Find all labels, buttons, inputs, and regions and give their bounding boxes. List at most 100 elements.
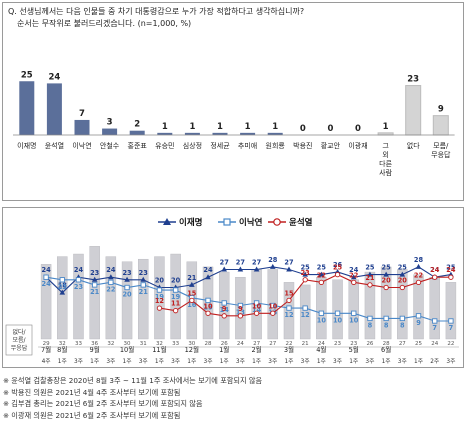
series-point	[432, 274, 438, 280]
series-value-label: 26	[333, 261, 343, 269]
bar-value-label: 0	[355, 124, 361, 134]
series-value-label: 20	[171, 277, 181, 285]
nonresponse-value-label: 24	[431, 341, 438, 347]
nonresponse-bar	[445, 282, 457, 340]
trend-chart-panel: 이재명 이낙연 윤석열 없다/모름/무응답 29 32 33 36 32 30 31 32 33 30 28…	[2, 207, 464, 368]
series-value-label: 28	[268, 256, 278, 264]
week-label: 3주	[268, 358, 278, 365]
nonresponse-bar	[89, 246, 100, 340]
category-label: 박용진	[293, 141, 312, 150]
nonresponse-bar	[332, 279, 343, 340]
series-point	[124, 276, 130, 282]
week-label: 1주	[382, 358, 392, 365]
nonresponse-bar	[154, 256, 165, 340]
month-label: 2월	[251, 345, 261, 354]
series-line-2	[46, 276, 451, 322]
series-point	[270, 310, 276, 316]
series-point	[399, 271, 406, 277]
series-point	[221, 300, 227, 306]
nonresponse-value-label: 28	[205, 341, 212, 347]
nonresponse-value-label: 23	[334, 341, 341, 347]
bar	[240, 132, 256, 135]
series-value-label: 24	[430, 266, 440, 274]
nonresponse-bar	[40, 264, 52, 340]
series-value-label: 9	[222, 305, 227, 313]
series-value-label: 25	[301, 264, 311, 272]
series-point	[302, 277, 308, 283]
nonresponse-value-label: 26	[366, 341, 373, 347]
legend-label: 이재명	[179, 217, 202, 228]
series-value-label: 15	[203, 303, 213, 311]
week-label: 1주	[123, 358, 133, 365]
series-value-label: 19	[171, 293, 181, 301]
series-point	[205, 274, 211, 280]
series-value-label: 24	[42, 280, 52, 288]
side-label-box	[5, 324, 33, 356]
category-label: 추미애	[238, 141, 257, 150]
series-point	[172, 287, 179, 293]
series-point	[140, 276, 147, 282]
series-point	[172, 308, 179, 314]
bar	[74, 119, 90, 135]
nonresponse-value-label: 24	[318, 341, 325, 347]
series-point	[205, 310, 211, 316]
series-value-label: 10	[203, 302, 213, 310]
series-value-label: 10	[333, 316, 343, 324]
series-point	[189, 281, 195, 287]
week-label: 1주	[90, 358, 100, 365]
series-value-label: 16	[187, 301, 197, 309]
series-value-label: 12	[284, 311, 294, 319]
bar	[405, 85, 422, 136]
bar-value-label: 7	[79, 109, 85, 119]
bar	[267, 132, 283, 135]
category-label: 이재명	[17, 141, 36, 150]
series-point	[318, 271, 325, 277]
week-label: 1주	[284, 358, 294, 365]
series-value-label: 22	[106, 285, 116, 293]
series-value-label: 21	[90, 288, 100, 296]
series-value-label: 24	[74, 266, 84, 274]
series-point	[334, 310, 341, 316]
nonresponse-value-label: 22	[447, 341, 454, 347]
series-point	[75, 277, 82, 283]
series-value-label: 25	[365, 264, 375, 272]
bar-value-label: 1	[383, 122, 389, 132]
series-point	[286, 297, 292, 304]
nonresponse-value-label: 32	[107, 341, 114, 347]
nonresponse-value-label: 33	[75, 341, 82, 347]
series-point	[237, 313, 244, 319]
series-value-label: 20	[122, 291, 132, 299]
series-value-label: 27	[284, 258, 294, 266]
week-label: 3주	[171, 358, 181, 365]
month-label: 9월	[90, 345, 100, 354]
week-label: 1주	[252, 358, 262, 365]
bar-value-label: 3	[107, 118, 113, 128]
series-point	[221, 266, 228, 272]
series-point	[286, 305, 292, 311]
nonresponse-value-label: 31	[140, 341, 147, 347]
series-value-label: 20	[398, 277, 408, 285]
nonresponse-bar	[397, 269, 408, 340]
series-value-label: 18	[58, 282, 68, 290]
legend-label: 이낙연	[239, 217, 263, 228]
nonresponse-bar	[348, 279, 359, 340]
nonresponse-value-label: 27	[269, 341, 276, 347]
nonresponse-value-label: 22	[285, 341, 292, 347]
series-point	[59, 289, 66, 295]
series-value-label: 21	[365, 274, 375, 282]
month-label: 4월	[316, 345, 326, 354]
series-value-label: 27	[252, 258, 262, 266]
series-point	[269, 263, 276, 269]
nonresponse-value-label: 32	[156, 341, 163, 347]
month-label: 11월	[152, 345, 166, 354]
series-value-label: 24	[42, 266, 52, 274]
nonresponse-value-label: 25	[415, 341, 422, 347]
legend-label: 윤석열	[289, 217, 313, 228]
series-point	[415, 313, 422, 319]
bar	[212, 132, 228, 135]
series-point	[108, 279, 114, 286]
nonresponse-value-label: 23	[350, 341, 357, 347]
series-value-label: 11	[171, 300, 181, 308]
series-value-label: 7	[432, 324, 437, 332]
month-label: 7월	[41, 345, 51, 354]
